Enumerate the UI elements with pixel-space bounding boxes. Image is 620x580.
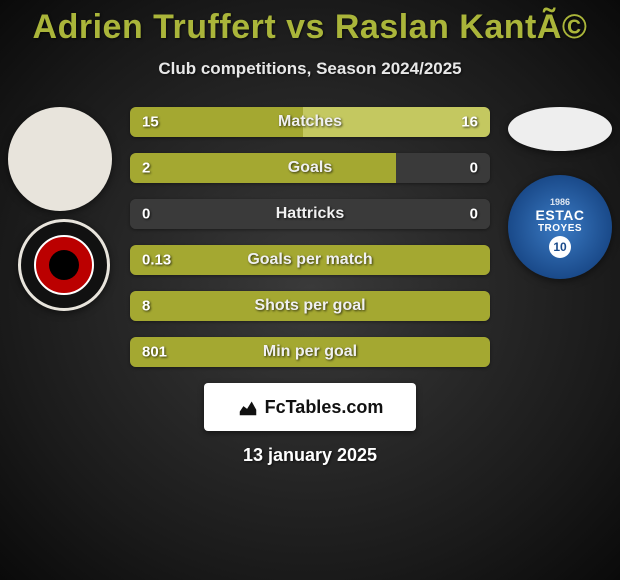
stat-row: 8Shots per goal <box>130 291 490 321</box>
stat-row: 00Hattricks <box>130 199 490 229</box>
chart-icon <box>237 396 259 418</box>
branding-badge: FcTables.com <box>204 383 416 431</box>
stat-value-left: 801 <box>142 344 167 361</box>
stat-value-left: 8 <box>142 298 150 315</box>
stat-row: 801Min per goal <box>130 337 490 367</box>
stat-value-left: 2 <box>142 160 150 177</box>
stat-bar-left <box>130 153 396 183</box>
comparison-date: 13 january 2025 <box>0 445 620 466</box>
stat-bar-left <box>130 291 490 321</box>
rennes-crest-icon <box>34 235 94 295</box>
stat-row: 0.13Goals per match <box>130 245 490 275</box>
club-number: 10 <box>549 236 571 258</box>
club-name: ESTAC <box>536 207 585 223</box>
stat-bars: 1516Matches20Goals00Hattricks0.13Goals p… <box>130 107 490 367</box>
comparison-body: 1986 ESTAC TROYES 10 1516Matches20Goals0… <box>0 107 620 466</box>
stat-value-left: 15 <box>142 114 159 131</box>
stat-value-left: 0.13 <box>142 252 171 269</box>
player-right-avatar <box>508 107 612 151</box>
comparison-title: Adrien Truffert vs Raslan KantÃ© <box>0 0 620 47</box>
stat-row: 1516Matches <box>130 107 490 137</box>
club-founded: 1986 <box>550 197 570 207</box>
stat-value-right: 0 <box>470 160 478 177</box>
stat-value-right: 16 <box>461 114 478 131</box>
player-right-column: 1986 ESTAC TROYES 10 <box>508 107 612 279</box>
player-right-club-badge: 1986 ESTAC TROYES 10 <box>508 175 612 279</box>
stat-bar-left <box>130 245 490 275</box>
player-left-avatar <box>8 107 112 211</box>
club-city: TROYES <box>538 223 582 234</box>
stat-bar-left <box>130 337 490 367</box>
stat-value-left: 0 <box>142 206 150 223</box>
player-left-club-badge <box>18 219 110 311</box>
stat-value-right: 0 <box>470 206 478 223</box>
comparison-subtitle: Club competitions, Season 2024/2025 <box>0 59 620 79</box>
player-left-column <box>8 107 112 311</box>
branding-text: FcTables.com <box>265 397 384 418</box>
stat-row: 20Goals <box>130 153 490 183</box>
